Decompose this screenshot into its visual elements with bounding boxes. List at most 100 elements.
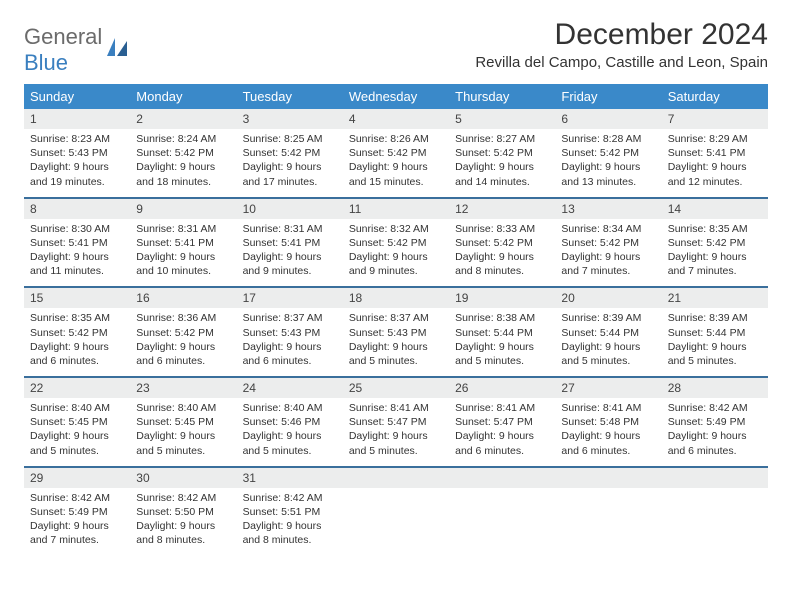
day-number: 6	[555, 109, 661, 129]
calendar-cell: 25Sunrise: 8:41 AMSunset: 5:47 PMDayligh…	[343, 377, 449, 467]
day-body: Sunrise: 8:39 AMSunset: 5:44 PMDaylight:…	[555, 308, 661, 376]
calendar-cell: 17Sunrise: 8:37 AMSunset: 5:43 PMDayligh…	[237, 287, 343, 377]
calendar-cell: 18Sunrise: 8:37 AMSunset: 5:43 PMDayligh…	[343, 287, 449, 377]
day-body: Sunrise: 8:42 AMSunset: 5:49 PMDaylight:…	[24, 488, 130, 556]
day-number: 16	[130, 288, 236, 308]
day-body: Sunrise: 8:28 AMSunset: 5:42 PMDaylight:…	[555, 129, 661, 197]
day-number: 4	[343, 109, 449, 129]
day-number: 2	[130, 109, 236, 129]
day-number: 22	[24, 378, 130, 398]
day-number: 28	[662, 378, 768, 398]
calendar-cell: 14Sunrise: 8:35 AMSunset: 5:42 PMDayligh…	[662, 198, 768, 288]
day-body: Sunrise: 8:40 AMSunset: 5:45 PMDaylight:…	[24, 398, 130, 466]
logo: General Blue	[24, 24, 133, 76]
day-body: Sunrise: 8:31 AMSunset: 5:41 PMDaylight:…	[130, 219, 236, 287]
logo-text: General Blue	[24, 24, 102, 76]
calendar-cell: 21Sunrise: 8:39 AMSunset: 5:44 PMDayligh…	[662, 287, 768, 377]
calendar-cell: 4Sunrise: 8:26 AMSunset: 5:42 PMDaylight…	[343, 109, 449, 198]
day-body: Sunrise: 8:41 AMSunset: 5:47 PMDaylight:…	[449, 398, 555, 466]
day-body: Sunrise: 8:33 AMSunset: 5:42 PMDaylight:…	[449, 219, 555, 287]
calendar-cell: 10Sunrise: 8:31 AMSunset: 5:41 PMDayligh…	[237, 198, 343, 288]
calendar-cell: 22Sunrise: 8:40 AMSunset: 5:45 PMDayligh…	[24, 377, 130, 467]
day-body: Sunrise: 8:37 AMSunset: 5:43 PMDaylight:…	[237, 308, 343, 376]
day-body: Sunrise: 8:40 AMSunset: 5:46 PMDaylight:…	[237, 398, 343, 466]
calendar-cell: 20Sunrise: 8:39 AMSunset: 5:44 PMDayligh…	[555, 287, 661, 377]
day-body: Sunrise: 8:24 AMSunset: 5:42 PMDaylight:…	[130, 129, 236, 197]
calendar-cell: 28Sunrise: 8:42 AMSunset: 5:49 PMDayligh…	[662, 377, 768, 467]
day-body: Sunrise: 8:34 AMSunset: 5:42 PMDaylight:…	[555, 219, 661, 287]
calendar-cell: 26Sunrise: 8:41 AMSunset: 5:47 PMDayligh…	[449, 377, 555, 467]
day-number: 30	[130, 468, 236, 488]
day-number: 15	[24, 288, 130, 308]
day-body	[449, 488, 555, 508]
day-body: Sunrise: 8:31 AMSunset: 5:41 PMDaylight:…	[237, 219, 343, 287]
logo-word1: General	[24, 24, 102, 49]
day-number: 9	[130, 199, 236, 219]
calendar-cell	[662, 467, 768, 556]
day-body	[343, 488, 449, 508]
calendar-cell: 7Sunrise: 8:29 AMSunset: 5:41 PMDaylight…	[662, 109, 768, 198]
weekday-header: Wednesday	[343, 84, 449, 109]
calendar-cell: 9Sunrise: 8:31 AMSunset: 5:41 PMDaylight…	[130, 198, 236, 288]
day-body: Sunrise: 8:32 AMSunset: 5:42 PMDaylight:…	[343, 219, 449, 287]
calendar-cell: 29Sunrise: 8:42 AMSunset: 5:49 PMDayligh…	[24, 467, 130, 556]
calendar-cell	[449, 467, 555, 556]
day-number: 17	[237, 288, 343, 308]
day-number: 23	[130, 378, 236, 398]
calendar-cell: 2Sunrise: 8:24 AMSunset: 5:42 PMDaylight…	[130, 109, 236, 198]
calendar-cell: 6Sunrise: 8:28 AMSunset: 5:42 PMDaylight…	[555, 109, 661, 198]
weekday-header: Saturday	[662, 84, 768, 109]
day-body: Sunrise: 8:42 AMSunset: 5:50 PMDaylight:…	[130, 488, 236, 556]
day-number: 10	[237, 199, 343, 219]
day-body: Sunrise: 8:41 AMSunset: 5:47 PMDaylight:…	[343, 398, 449, 466]
day-number: 31	[237, 468, 343, 488]
calendar-cell: 13Sunrise: 8:34 AMSunset: 5:42 PMDayligh…	[555, 198, 661, 288]
day-body	[555, 488, 661, 508]
day-body: Sunrise: 8:35 AMSunset: 5:42 PMDaylight:…	[24, 308, 130, 376]
day-number: 19	[449, 288, 555, 308]
day-body: Sunrise: 8:29 AMSunset: 5:41 PMDaylight:…	[662, 129, 768, 197]
day-number	[662, 468, 768, 488]
weekday-header: Monday	[130, 84, 236, 109]
calendar-cell: 15Sunrise: 8:35 AMSunset: 5:42 PMDayligh…	[24, 287, 130, 377]
day-number: 14	[662, 199, 768, 219]
header: General Blue December 2024 Revilla del C…	[24, 18, 768, 76]
day-body: Sunrise: 8:41 AMSunset: 5:48 PMDaylight:…	[555, 398, 661, 466]
calendar-cell: 5Sunrise: 8:27 AMSunset: 5:42 PMDaylight…	[449, 109, 555, 198]
calendar-cell	[555, 467, 661, 556]
day-body: Sunrise: 8:30 AMSunset: 5:41 PMDaylight:…	[24, 219, 130, 287]
day-number	[449, 468, 555, 488]
calendar-cell: 16Sunrise: 8:36 AMSunset: 5:42 PMDayligh…	[130, 287, 236, 377]
calendar-cell: 3Sunrise: 8:25 AMSunset: 5:42 PMDaylight…	[237, 109, 343, 198]
day-number: 18	[343, 288, 449, 308]
day-number: 3	[237, 109, 343, 129]
day-number: 7	[662, 109, 768, 129]
day-number: 11	[343, 199, 449, 219]
day-body: Sunrise: 8:39 AMSunset: 5:44 PMDaylight:…	[662, 308, 768, 376]
calendar-cell: 23Sunrise: 8:40 AMSunset: 5:45 PMDayligh…	[130, 377, 236, 467]
day-number: 25	[343, 378, 449, 398]
day-number: 20	[555, 288, 661, 308]
logo-word2: Blue	[24, 50, 68, 75]
day-body: Sunrise: 8:25 AMSunset: 5:42 PMDaylight:…	[237, 129, 343, 197]
calendar-cell: 8Sunrise: 8:30 AMSunset: 5:41 PMDaylight…	[24, 198, 130, 288]
day-body: Sunrise: 8:35 AMSunset: 5:42 PMDaylight:…	[662, 219, 768, 287]
day-number: 29	[24, 468, 130, 488]
day-number: 27	[555, 378, 661, 398]
day-body: Sunrise: 8:40 AMSunset: 5:45 PMDaylight:…	[130, 398, 236, 466]
calendar-cell: 30Sunrise: 8:42 AMSunset: 5:50 PMDayligh…	[130, 467, 236, 556]
page-title: December 2024	[475, 18, 768, 52]
weekday-header: Tuesday	[237, 84, 343, 109]
calendar-body: 1Sunrise: 8:23 AMSunset: 5:43 PMDaylight…	[24, 109, 768, 555]
day-number: 12	[449, 199, 555, 219]
calendar-cell: 31Sunrise: 8:42 AMSunset: 5:51 PMDayligh…	[237, 467, 343, 556]
day-body: Sunrise: 8:23 AMSunset: 5:43 PMDaylight:…	[24, 129, 130, 197]
weekday-header: Thursday	[449, 84, 555, 109]
calendar-cell: 1Sunrise: 8:23 AMSunset: 5:43 PMDaylight…	[24, 109, 130, 198]
sails-icon	[105, 36, 133, 63]
calendar-cell: 19Sunrise: 8:38 AMSunset: 5:44 PMDayligh…	[449, 287, 555, 377]
weekday-header: Sunday	[24, 84, 130, 109]
calendar-cell: 27Sunrise: 8:41 AMSunset: 5:48 PMDayligh…	[555, 377, 661, 467]
day-body: Sunrise: 8:38 AMSunset: 5:44 PMDaylight:…	[449, 308, 555, 376]
calendar-cell	[343, 467, 449, 556]
